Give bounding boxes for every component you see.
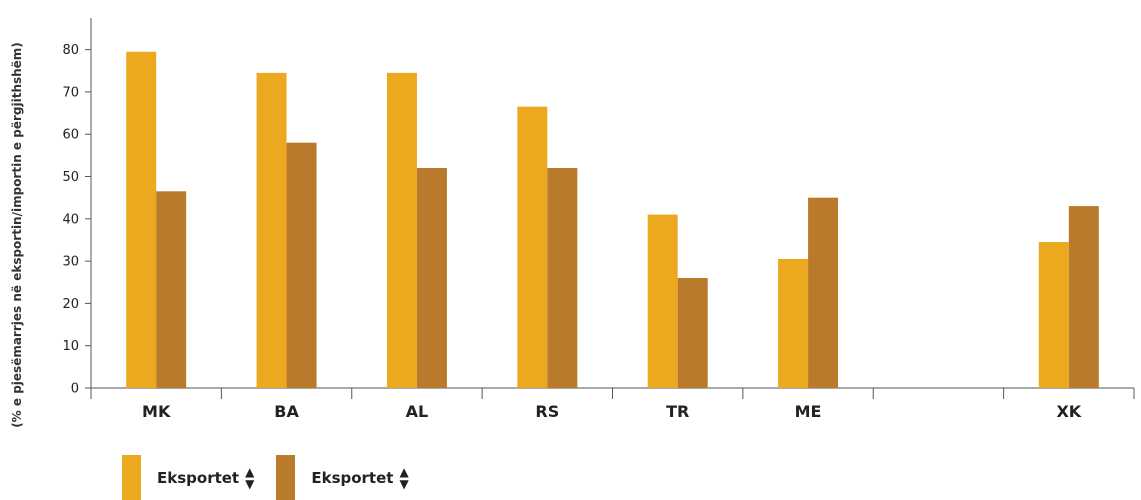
bar-series-1[interactable]: [126, 51, 157, 389]
bar-series-2[interactable]: [286, 142, 317, 388]
bar-series-2[interactable]: [1068, 206, 1099, 388]
x-tick-label: TR: [666, 402, 689, 421]
bar-chart: 0 10 20 30 40 50 60 70 80 MK BA AL RS TR ME XK (% e pj…: [10, 18, 1135, 428]
x-tick-label: AL: [406, 402, 429, 421]
y-tick-label: 70: [62, 85, 79, 100]
x-tick-label: MK: [142, 402, 171, 421]
legend-item-series-1[interactable]: Eksportet ▲ ▼: [122, 455, 254, 500]
bar-series-1[interactable]: [647, 214, 678, 388]
bar-series-2[interactable]: [156, 191, 187, 388]
legend-swatch-series-1: [122, 455, 141, 500]
y-tick-label: 40: [62, 212, 79, 227]
bar-series-1[interactable]: [1038, 242, 1069, 388]
legend-label-series-2: Eksportet: [311, 468, 394, 487]
x-tick-label: BA: [274, 402, 299, 421]
x-axis: MK BA AL RS TR ME XK: [90, 387, 1135, 421]
sort-icon[interactable]: ▲ ▼: [399, 464, 409, 491]
bar-series-1[interactable]: [386, 72, 417, 389]
y-tick-label: 20: [62, 297, 79, 312]
y-tick-label: 60: [62, 128, 79, 143]
legend: Eksportet ▲ ▼ Eksportet ▲ ▼: [122, 455, 431, 500]
bar-series-1[interactable]: [517, 106, 548, 388]
legend-label-series-1: Eksportet: [157, 468, 240, 487]
bar-series-2[interactable]: [677, 278, 708, 388]
bar-series-2[interactable]: [547, 168, 578, 388]
y-axis: 0 10 20 30 40 50 60 70 80: [62, 18, 92, 397]
legend-item-series-2[interactable]: Eksportet ▲ ▼: [276, 455, 409, 500]
y-tick-label: 50: [62, 170, 79, 185]
sort-icon[interactable]: ▲ ▼: [245, 464, 255, 491]
x-tick-label: RS: [535, 402, 559, 421]
bar-series-1[interactable]: [778, 258, 809, 388]
y-tick-label: 80: [62, 43, 79, 58]
bar-series-2[interactable]: [416, 168, 447, 388]
y-tick-label: 10: [62, 339, 79, 354]
x-tick-label: ME: [795, 402, 822, 421]
y-axis-label: (% e pjesëmarrjes në eksportin/importin …: [10, 42, 24, 428]
x-tick-label: XK: [1056, 402, 1081, 421]
bar-series-1[interactable]: [256, 72, 287, 389]
bar-series-2[interactable]: [808, 197, 839, 388]
y-tick-label: 30: [62, 255, 79, 270]
legend-swatch-series-2: [276, 455, 296, 500]
y-tick-label: 0: [71, 382, 79, 397]
bars: [126, 51, 1099, 389]
